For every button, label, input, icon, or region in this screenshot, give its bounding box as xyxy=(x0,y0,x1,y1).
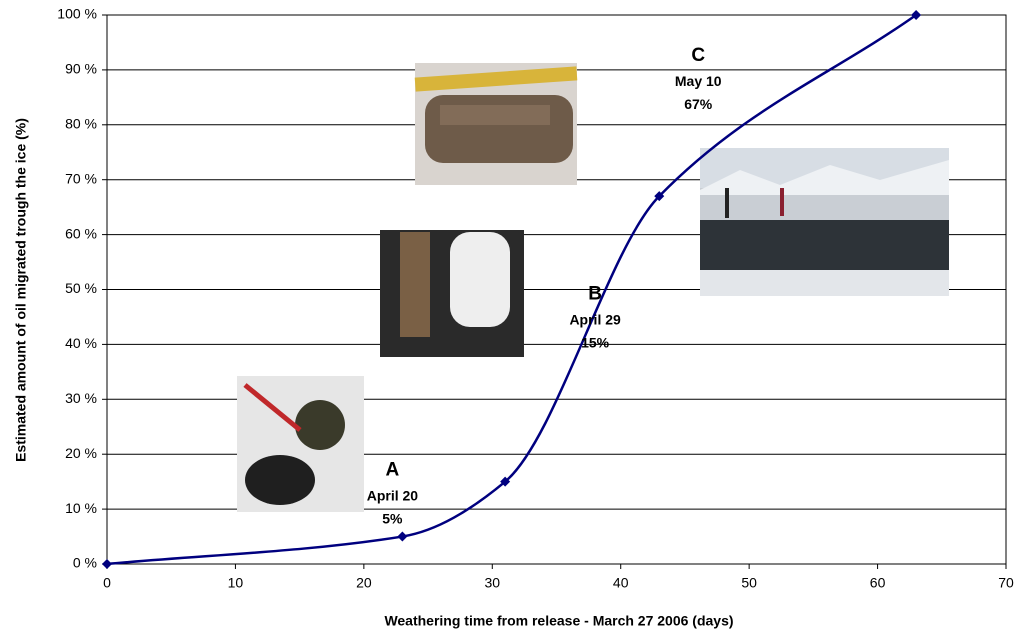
photo-oil-in-snow xyxy=(237,376,364,512)
y-axis-label: Estimated amount of oil migrated trough … xyxy=(13,118,29,462)
y-tick-label: 70 % xyxy=(65,170,97,186)
photo-ice-cores xyxy=(380,230,524,357)
x-axis-label: Weathering time from release - March 27 … xyxy=(384,613,733,629)
x-tick-label: 0 xyxy=(103,575,111,591)
y-tick-label: 30 % xyxy=(65,390,97,406)
x-tick-label: 30 xyxy=(484,575,500,591)
y-tick-label: 20 % xyxy=(65,445,97,461)
data-marker xyxy=(911,10,922,20)
value-label: 67% xyxy=(684,96,713,112)
annotation-date: April 29 xyxy=(569,311,621,327)
y-tick-label: 60 % xyxy=(65,225,97,241)
annotation-date: May 10 xyxy=(675,73,722,89)
data-marker xyxy=(500,476,511,487)
y-tick-label: 90 % xyxy=(65,61,97,77)
x-tick-label: 20 xyxy=(356,575,372,591)
x-tick-label: 50 xyxy=(741,575,757,591)
data-marker xyxy=(397,531,408,542)
y-tick-label: 80 % xyxy=(65,116,97,132)
y-tick-label: 50 % xyxy=(65,280,97,296)
data-line xyxy=(106,13,917,566)
x-tick-label: 10 xyxy=(228,575,244,591)
data-marker xyxy=(102,559,112,569)
value-label: 100% xyxy=(916,0,952,3)
annotation-letter: B xyxy=(588,284,602,305)
annotation-date: April 20 xyxy=(367,487,419,503)
annotation-letter: C xyxy=(691,45,705,66)
photo-ice-field xyxy=(700,148,949,296)
x-tick-label: 40 xyxy=(613,575,629,591)
value-label: 15% xyxy=(581,334,610,350)
value-label: 5% xyxy=(382,510,403,526)
y-tick-label: 0 % xyxy=(73,555,97,571)
y-tick-label: 100 % xyxy=(57,6,97,22)
y-tick-label: 10 % xyxy=(65,500,97,516)
x-tick-label: 70 xyxy=(998,575,1014,591)
data-marker xyxy=(654,191,665,202)
annotation-letter: A xyxy=(386,460,400,481)
x-tick-label: 60 xyxy=(870,575,886,591)
y-tick-label: 40 % xyxy=(65,335,97,351)
photo-core-sample xyxy=(414,63,578,185)
